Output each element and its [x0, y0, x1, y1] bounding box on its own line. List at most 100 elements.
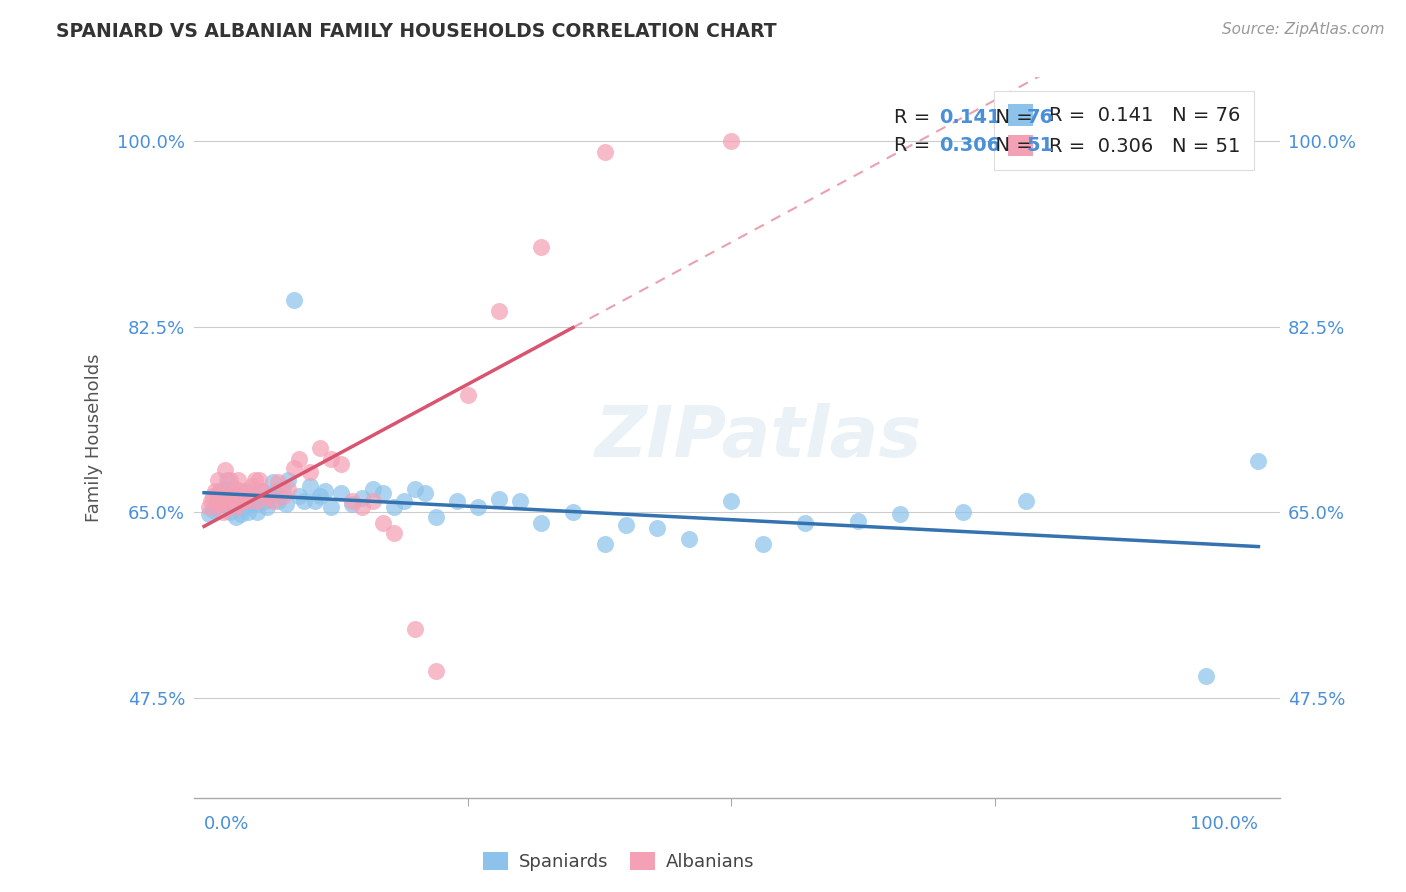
Point: [225, 510, 247, 524]
Point: [720, 494, 742, 508]
Point: [204, 483, 226, 498]
Point: [240, 478, 263, 492]
Point: [256, 500, 278, 514]
Point: [229, 507, 252, 521]
Point: [217, 473, 239, 487]
Point: [269, 489, 291, 503]
Point: [846, 514, 869, 528]
Point: [228, 497, 250, 511]
Text: ZIPatlas: ZIPatlas: [595, 403, 922, 473]
Point: [235, 483, 257, 498]
Point: [330, 458, 353, 472]
Point: [247, 473, 270, 487]
Text: 0.0%: 0.0%: [204, 815, 249, 833]
Point: [208, 483, 231, 498]
Point: [593, 145, 616, 159]
Point: [319, 500, 342, 514]
Point: [271, 482, 294, 496]
Point: [254, 494, 277, 508]
Point: [509, 494, 531, 508]
Point: [276, 497, 298, 511]
Text: 100.0%: 100.0%: [1191, 815, 1258, 833]
Point: [277, 473, 299, 487]
Point: [373, 516, 395, 530]
Point: [647, 521, 669, 535]
Point: [214, 463, 236, 477]
Point: [225, 500, 247, 514]
Point: [352, 500, 374, 514]
Point: [198, 507, 221, 521]
Point: [752, 537, 775, 551]
Point: [233, 500, 256, 514]
Point: [256, 489, 278, 503]
Point: [207, 473, 229, 487]
Point: [446, 494, 468, 508]
Point: [214, 482, 236, 496]
Point: [204, 500, 226, 514]
Point: [219, 473, 242, 487]
Point: [214, 489, 236, 503]
Text: R =: R =: [894, 136, 936, 155]
Point: [229, 483, 252, 498]
Point: [382, 500, 405, 514]
Point: [214, 489, 236, 503]
Point: [225, 489, 247, 503]
Point: [309, 489, 332, 503]
Point: [225, 500, 247, 514]
Point: [292, 494, 315, 508]
Point: [794, 516, 817, 530]
Point: [259, 489, 281, 503]
Point: [283, 460, 305, 475]
Point: [235, 494, 257, 508]
Point: [212, 505, 235, 519]
Point: [314, 483, 336, 498]
Point: [425, 664, 447, 678]
Point: [283, 293, 305, 307]
Point: [1195, 669, 1218, 683]
Text: Source: ZipAtlas.com: Source: ZipAtlas.com: [1222, 22, 1385, 37]
Point: [952, 505, 974, 519]
Point: [340, 494, 363, 508]
Point: [530, 516, 553, 530]
Point: [271, 489, 294, 503]
Y-axis label: Family Households: Family Households: [86, 353, 103, 522]
Point: [242, 489, 264, 503]
Point: [889, 507, 911, 521]
Point: [298, 478, 321, 492]
Point: [288, 452, 311, 467]
Point: [298, 465, 321, 479]
Point: [226, 473, 249, 487]
Point: [267, 494, 290, 508]
Point: [225, 482, 247, 496]
Point: [235, 494, 257, 508]
Point: [208, 494, 231, 508]
Point: [246, 505, 269, 519]
Point: [219, 486, 242, 500]
Point: [562, 505, 585, 519]
Point: [373, 486, 395, 500]
Point: [243, 473, 266, 487]
Point: [361, 482, 384, 496]
Point: [262, 494, 284, 508]
Text: SPANIARD VS ALBANIAN FAMILY HOUSEHOLDS CORRELATION CHART: SPANIARD VS ALBANIAN FAMILY HOUSEHOLDS C…: [56, 22, 778, 41]
Point: [1247, 454, 1270, 468]
Point: [246, 497, 269, 511]
Point: [415, 486, 437, 500]
Point: [246, 494, 269, 508]
Point: [488, 492, 510, 507]
Point: [212, 497, 235, 511]
Point: [247, 492, 270, 507]
Point: [309, 442, 332, 456]
Point: [404, 482, 426, 496]
Point: [267, 475, 290, 490]
Point: [200, 494, 222, 508]
Point: [250, 483, 273, 498]
Point: [201, 489, 224, 503]
Point: [277, 482, 299, 496]
Point: [222, 494, 245, 508]
Text: 76: 76: [1026, 108, 1053, 127]
Point: [238, 486, 260, 500]
Point: [530, 240, 553, 254]
Text: 51: 51: [1026, 136, 1053, 155]
Point: [198, 500, 221, 514]
